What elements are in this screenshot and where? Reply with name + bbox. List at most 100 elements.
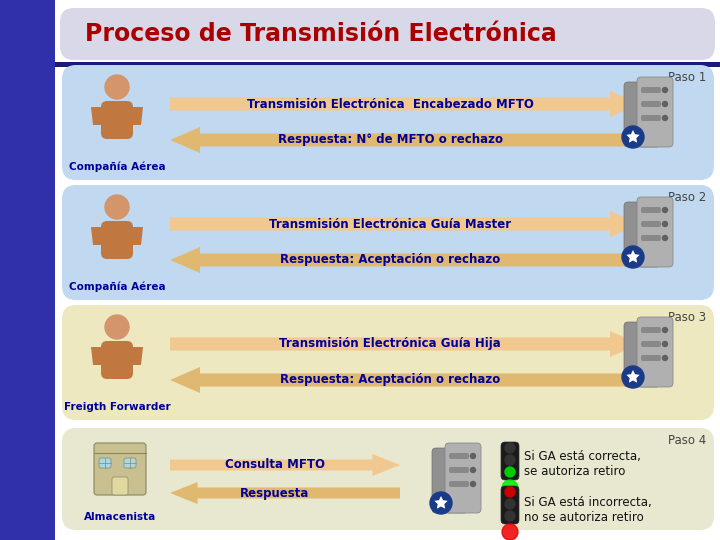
Circle shape <box>505 487 515 497</box>
Circle shape <box>622 366 644 388</box>
FancyBboxPatch shape <box>449 481 469 487</box>
Polygon shape <box>170 91 640 117</box>
Text: Paso 3: Paso 3 <box>668 311 706 324</box>
FancyBboxPatch shape <box>641 327 661 333</box>
FancyBboxPatch shape <box>641 115 661 121</box>
FancyBboxPatch shape <box>62 428 714 530</box>
FancyBboxPatch shape <box>445 443 481 513</box>
Polygon shape <box>133 107 143 125</box>
Text: Paso 4: Paso 4 <box>667 434 706 447</box>
FancyBboxPatch shape <box>501 486 519 524</box>
FancyBboxPatch shape <box>55 0 720 540</box>
Polygon shape <box>626 130 639 143</box>
FancyBboxPatch shape <box>432 448 468 513</box>
FancyBboxPatch shape <box>101 101 133 139</box>
Circle shape <box>662 102 667 106</box>
Circle shape <box>470 482 475 487</box>
Circle shape <box>470 454 475 458</box>
Polygon shape <box>91 107 101 125</box>
FancyBboxPatch shape <box>94 443 146 495</box>
Text: Paso 1: Paso 1 <box>667 71 706 84</box>
FancyBboxPatch shape <box>124 458 136 468</box>
Circle shape <box>430 492 452 514</box>
Text: Freigth Forwarder: Freigth Forwarder <box>63 402 171 412</box>
Text: Compañía Aérea: Compañía Aérea <box>68 161 166 172</box>
FancyBboxPatch shape <box>641 87 661 93</box>
FancyBboxPatch shape <box>637 77 673 147</box>
Text: Consulta MFTO: Consulta MFTO <box>225 458 325 471</box>
Circle shape <box>505 511 515 521</box>
Circle shape <box>622 126 644 148</box>
FancyBboxPatch shape <box>641 235 661 241</box>
Circle shape <box>662 355 667 361</box>
Circle shape <box>105 195 129 219</box>
FancyBboxPatch shape <box>624 82 660 147</box>
Bar <box>55 62 720 67</box>
Text: Paso 2: Paso 2 <box>667 191 706 204</box>
Text: Almacenista: Almacenista <box>84 512 156 522</box>
Polygon shape <box>434 496 448 509</box>
Circle shape <box>662 87 667 92</box>
Circle shape <box>662 221 667 226</box>
FancyBboxPatch shape <box>641 207 661 213</box>
Polygon shape <box>170 454 400 476</box>
FancyBboxPatch shape <box>501 442 519 480</box>
Circle shape <box>662 327 667 333</box>
Text: Compañía Aérea: Compañía Aérea <box>68 281 166 292</box>
FancyBboxPatch shape <box>624 322 660 387</box>
Polygon shape <box>133 227 143 245</box>
FancyBboxPatch shape <box>641 221 661 227</box>
Circle shape <box>105 75 129 99</box>
Circle shape <box>105 315 129 339</box>
Text: Si GA está incorrecta,
no se autoriza retiro: Si GA está incorrecta, no se autoriza re… <box>524 496 652 524</box>
Circle shape <box>622 246 644 268</box>
FancyBboxPatch shape <box>99 458 111 468</box>
FancyBboxPatch shape <box>101 341 133 379</box>
Circle shape <box>502 480 518 496</box>
Polygon shape <box>626 250 639 262</box>
Text: Respuesta: Respuesta <box>240 487 310 500</box>
Circle shape <box>662 116 667 120</box>
Polygon shape <box>170 331 640 357</box>
Text: Transmisión Electrónica  Encabezado MFTO: Transmisión Electrónica Encabezado MFTO <box>246 98 534 111</box>
Text: Transmisión Electrónica Guía Hija: Transmisión Electrónica Guía Hija <box>279 338 501 350</box>
FancyBboxPatch shape <box>449 467 469 473</box>
Circle shape <box>662 235 667 240</box>
FancyBboxPatch shape <box>641 341 661 347</box>
Circle shape <box>662 341 667 347</box>
Circle shape <box>470 468 475 472</box>
Polygon shape <box>170 482 400 504</box>
Circle shape <box>662 207 667 213</box>
FancyBboxPatch shape <box>449 453 469 459</box>
FancyBboxPatch shape <box>62 65 714 180</box>
Text: Si GA está correcta,
se autoriza retiro: Si GA está correcta, se autoriza retiro <box>524 450 641 478</box>
Circle shape <box>505 443 515 453</box>
Polygon shape <box>91 347 101 365</box>
FancyBboxPatch shape <box>637 317 673 387</box>
FancyBboxPatch shape <box>62 185 714 300</box>
FancyBboxPatch shape <box>637 197 673 267</box>
FancyBboxPatch shape <box>101 221 133 259</box>
FancyBboxPatch shape <box>624 202 660 267</box>
Text: Transmisión Electrónica Guía Master: Transmisión Electrónica Guía Master <box>269 218 511 231</box>
Circle shape <box>505 455 515 465</box>
Bar <box>0 0 55 540</box>
FancyBboxPatch shape <box>641 355 661 361</box>
Polygon shape <box>170 247 640 273</box>
Text: Proceso de Transmisión Electrónica: Proceso de Transmisión Electrónica <box>85 22 557 46</box>
Text: Respuesta: Aceptación o rechazo: Respuesta: Aceptación o rechazo <box>280 253 500 267</box>
Text: Respuesta: N° de MFTO o rechazo: Respuesta: N° de MFTO o rechazo <box>277 133 503 146</box>
Polygon shape <box>170 367 640 393</box>
Polygon shape <box>133 347 143 365</box>
Polygon shape <box>626 370 639 383</box>
FancyBboxPatch shape <box>62 305 714 420</box>
Polygon shape <box>170 127 640 153</box>
FancyBboxPatch shape <box>641 101 661 107</box>
FancyBboxPatch shape <box>60 8 715 60</box>
Polygon shape <box>170 211 640 237</box>
Polygon shape <box>91 227 101 245</box>
Circle shape <box>505 467 515 477</box>
Circle shape <box>502 524 518 540</box>
Text: Respuesta: Aceptación o rechazo: Respuesta: Aceptación o rechazo <box>280 374 500 387</box>
FancyBboxPatch shape <box>112 477 128 495</box>
